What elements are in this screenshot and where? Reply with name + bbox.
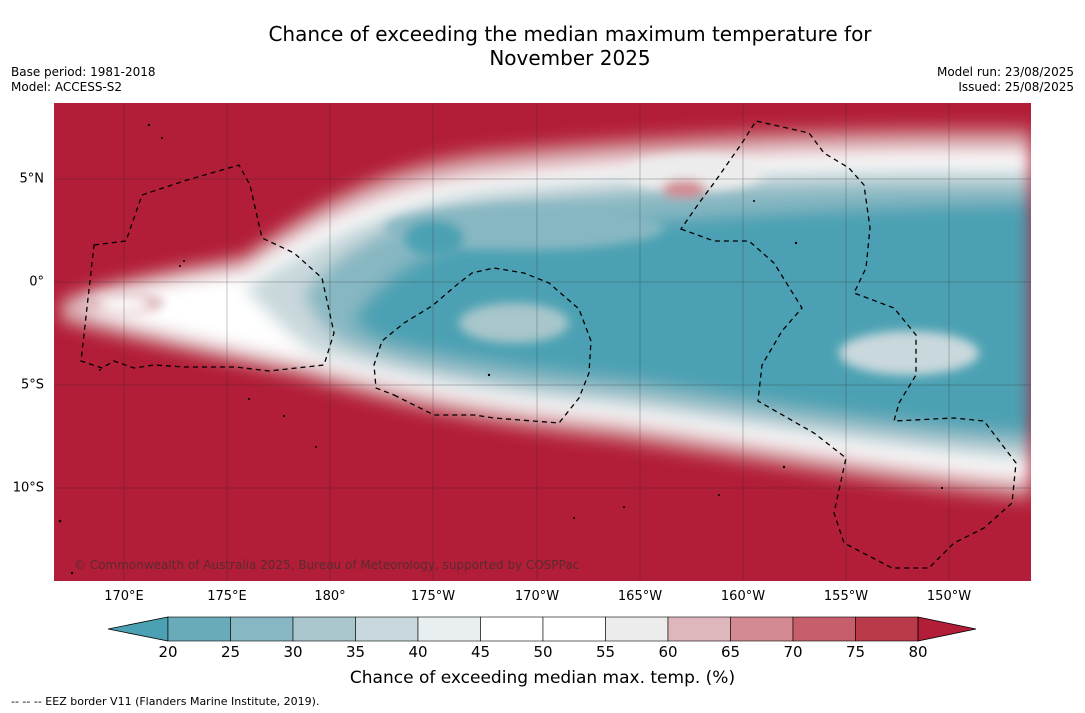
copyright-notice: © Commonwealth of Australia 2025, Bureau… bbox=[74, 558, 580, 572]
colorbar-label: Chance of exceeding median max. temp. (%… bbox=[349, 668, 736, 688]
colorbar-bin bbox=[855, 616, 919, 642]
meta-left: Base period: 1981-2018 Model: ACCESS-S2 bbox=[11, 65, 156, 95]
colorbar-tick: 65 bbox=[720, 643, 741, 661]
colorbar-tick: 45 bbox=[470, 643, 491, 661]
eez-borders bbox=[80, 120, 1017, 569]
model-name: Model: ACCESS-S2 bbox=[11, 80, 123, 94]
lon-label: 170°E bbox=[104, 589, 144, 604]
lat-label: 0° bbox=[29, 274, 44, 290]
map-title: Chance of exceeding the median maximum t… bbox=[200, 22, 940, 70]
colorbar-bin bbox=[230, 616, 294, 642]
graticule bbox=[54, 103, 1031, 581]
map-svg bbox=[54, 103, 1031, 581]
title-line-1: Chance of exceeding the median maximum t… bbox=[268, 22, 872, 46]
meta-right: Model run: 23/08/2025 Issued: 25/08/2025 bbox=[937, 65, 1074, 95]
lon-label: 180° bbox=[314, 589, 346, 604]
colorbar-bin bbox=[355, 616, 419, 642]
colorbar-bin bbox=[792, 616, 856, 642]
colorbar-tick: 40 bbox=[408, 643, 428, 661]
band-20-east bbox=[614, 269, 1031, 423]
colorbar-tick: 30 bbox=[283, 643, 303, 661]
colorbar-tick: 80 bbox=[908, 643, 928, 661]
colorbar-bin bbox=[480, 616, 544, 642]
colorbar-tick: 20 bbox=[158, 643, 178, 661]
lat-label: 5°N bbox=[19, 171, 45, 187]
colorbar-bin bbox=[417, 616, 481, 642]
colorbar-tick: 60 bbox=[658, 643, 678, 661]
colorbar-bin bbox=[605, 616, 669, 642]
colorbar-tick: 25 bbox=[220, 643, 241, 661]
patch-east-light bbox=[839, 331, 979, 375]
lon-label: 175°W bbox=[410, 589, 456, 604]
patch-north-white bbox=[624, 155, 764, 191]
lon-label: 155°W bbox=[823, 589, 869, 604]
colorbar-bin bbox=[292, 616, 356, 642]
colorbar-arrow-high bbox=[917, 616, 977, 642]
colorbar-tick: 70 bbox=[783, 643, 803, 661]
probability-patches bbox=[84, 155, 979, 375]
base-period: Base period: 1981-2018 bbox=[11, 65, 156, 79]
colorbar-tick: 50 bbox=[533, 643, 553, 661]
lat-label: 5°S bbox=[20, 377, 44, 393]
colorbar-tick: 35 bbox=[345, 643, 366, 661]
title-line-2: November 2025 bbox=[489, 46, 651, 70]
lon-label: 150°W bbox=[926, 589, 972, 604]
lat-label: 10°S bbox=[12, 480, 44, 496]
colorbar bbox=[108, 616, 977, 642]
islands bbox=[58, 123, 944, 575]
colorbar-arrow-low bbox=[108, 616, 169, 642]
colorbar-tick: 55 bbox=[595, 643, 616, 661]
model-run: Model run: 23/08/2025 bbox=[936, 65, 1074, 79]
patch-central-light bbox=[459, 303, 569, 343]
lon-label: 165°W bbox=[617, 589, 663, 604]
lon-label: 170°W bbox=[514, 589, 560, 604]
patch-north-pink bbox=[662, 180, 706, 198]
issued-date: Issued: 25/08/2025 bbox=[958, 80, 1074, 94]
colorbar-bin bbox=[542, 616, 606, 642]
lon-label: 175°E bbox=[207, 589, 247, 604]
colorbar-bin bbox=[730, 616, 794, 642]
eez-legend: -- -- -- EEZ border V11 (Flanders Marine… bbox=[11, 695, 320, 708]
colorbar-bin bbox=[667, 616, 731, 642]
lon-label: 160°W bbox=[720, 589, 766, 604]
colorbar-tick: 75 bbox=[845, 643, 866, 661]
forecast-map bbox=[54, 103, 1031, 581]
colorbar-bin bbox=[167, 616, 231, 642]
patch-northwest-mid bbox=[404, 220, 464, 256]
